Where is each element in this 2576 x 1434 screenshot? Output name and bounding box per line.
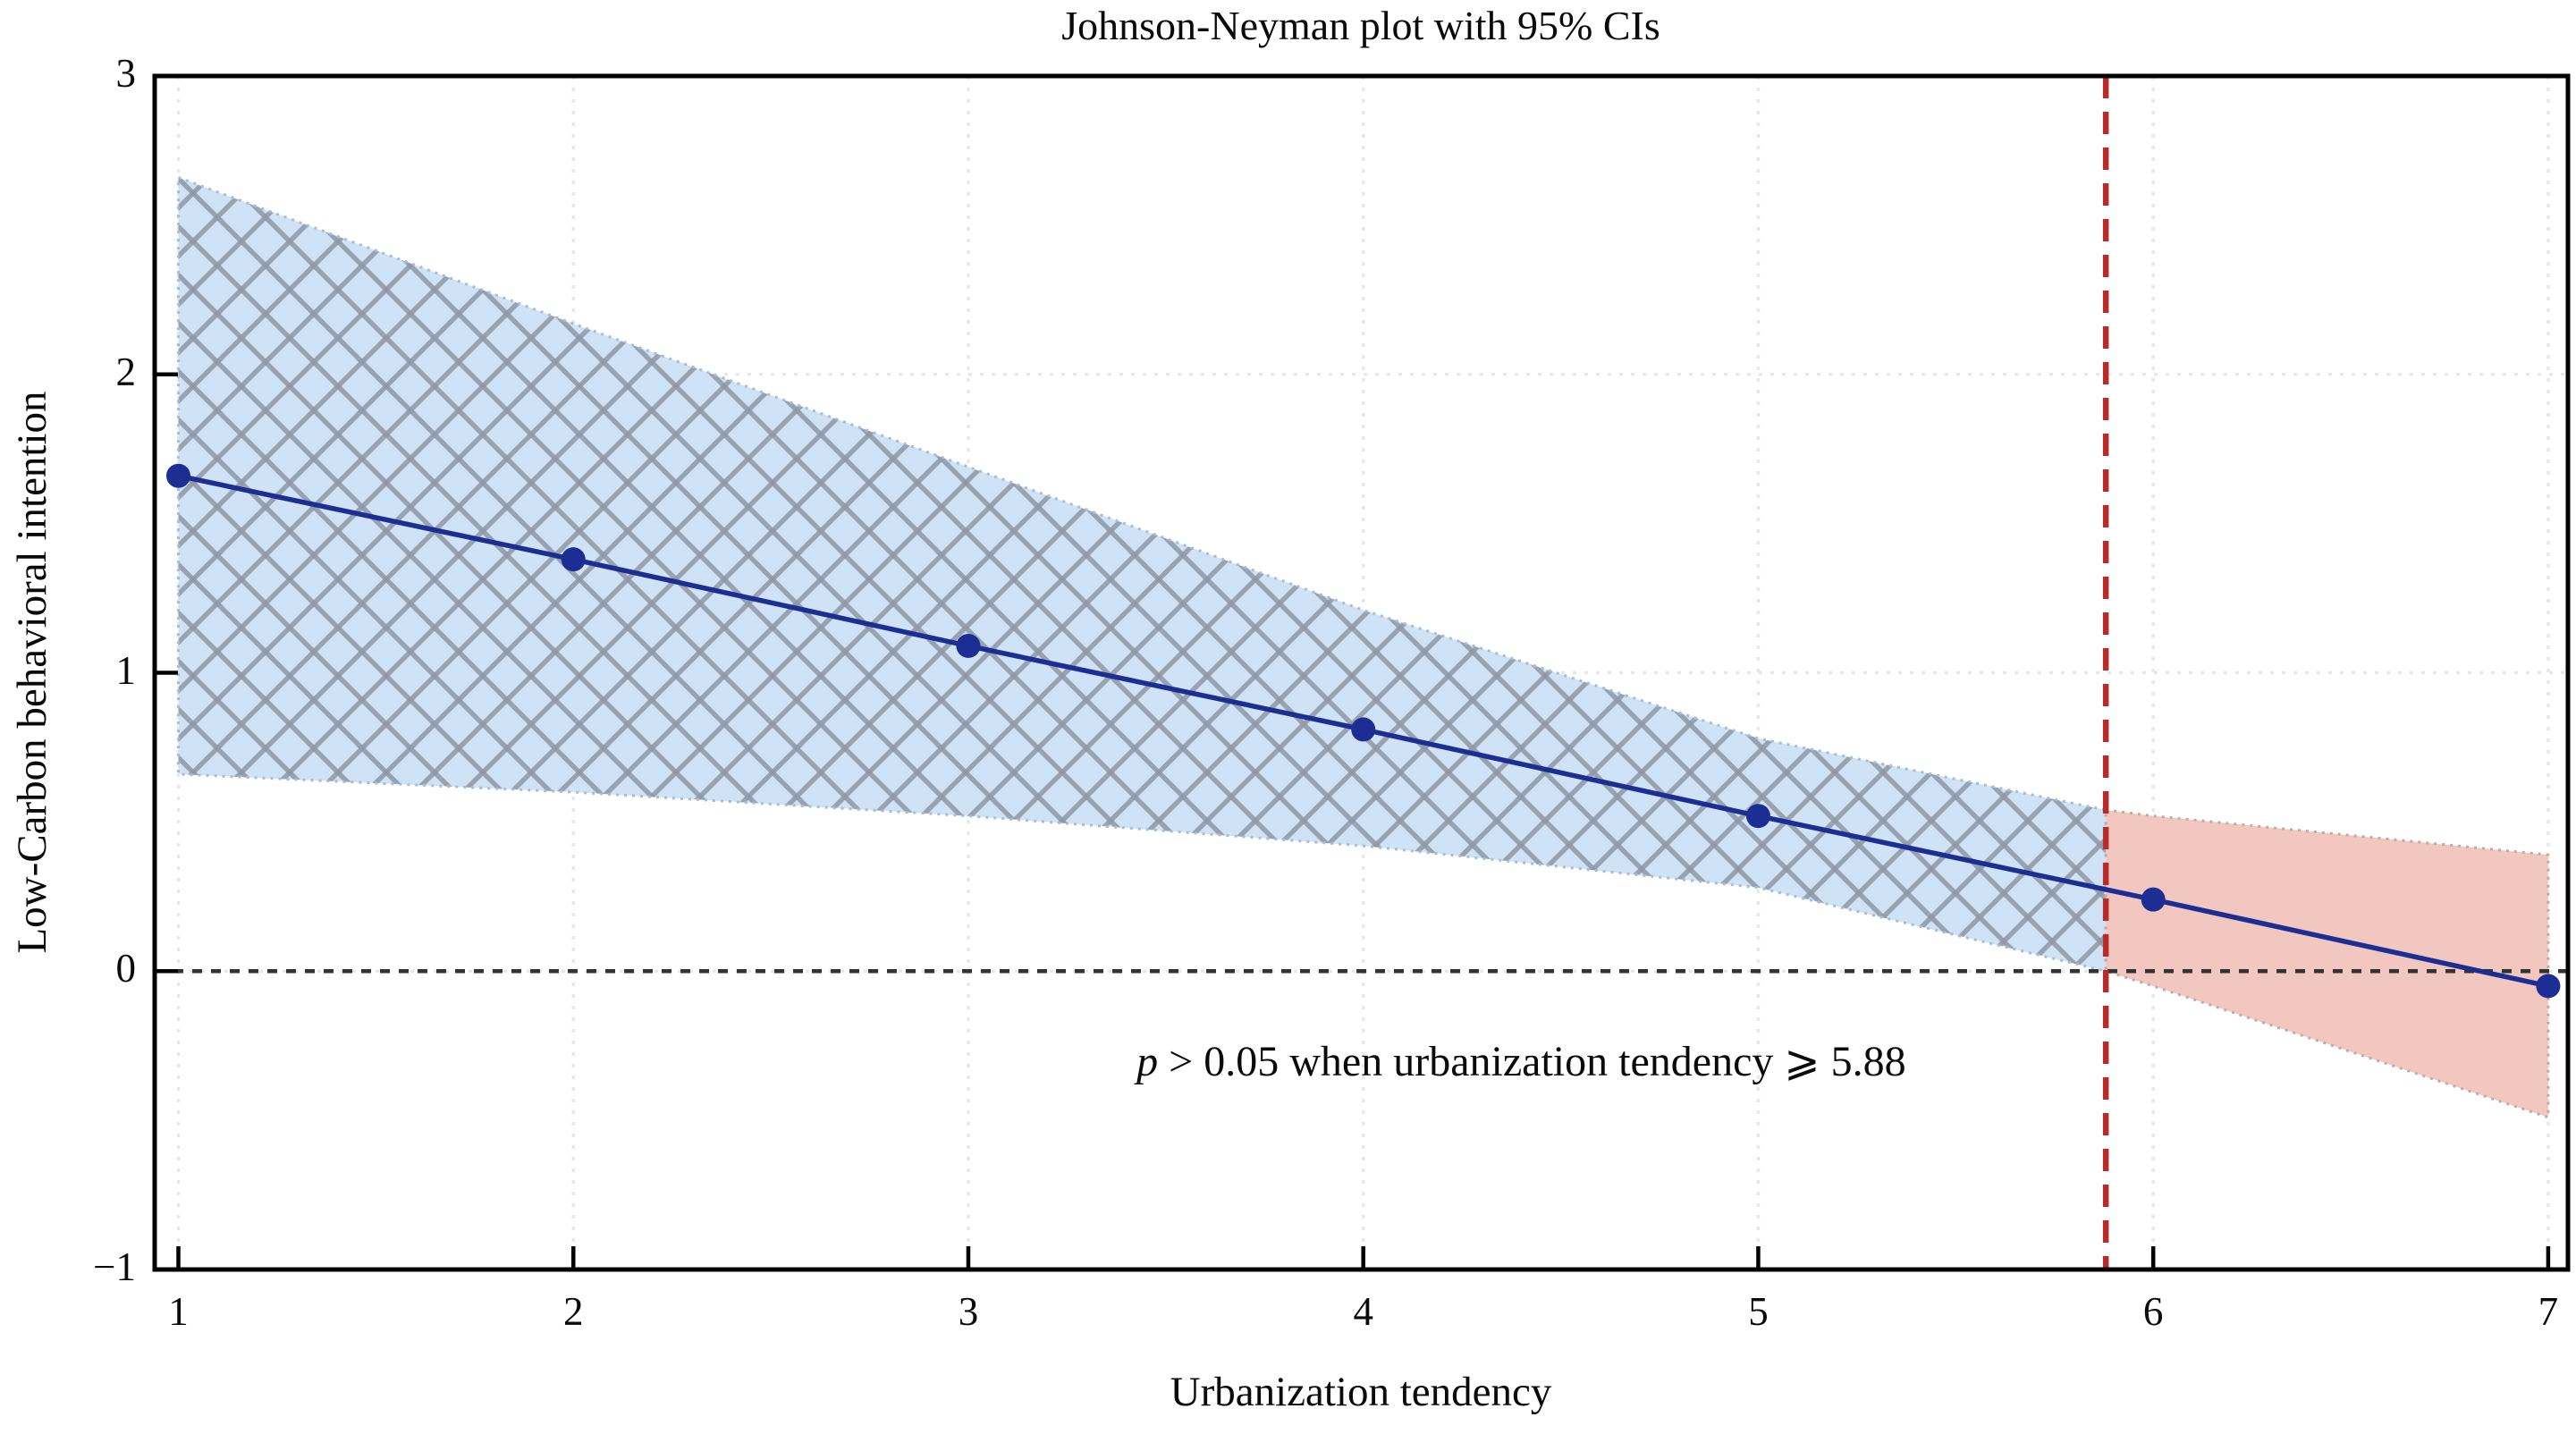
y-tick-label: 3 <box>115 51 137 96</box>
y-tick-label: 1 <box>115 647 137 693</box>
x-tick-label: 5 <box>1748 1289 1769 1334</box>
chart-title: Johnson-Neyman plot with 95% CIs <box>1061 3 1660 48</box>
x-tick-label: 2 <box>562 1289 584 1334</box>
jn-annotation: p > 0.05 when urbanization tendency ⩾ 5.… <box>1136 1036 1905 1086</box>
y-tick-label: −1 <box>93 1244 136 1289</box>
annotation-text: > 0.05 when urbanization tendency ⩾ 5.88 <box>1158 1037 1906 1085</box>
y-tick-label: 2 <box>115 349 137 394</box>
x-axis-label: Urbanization tendency <box>1170 1369 1552 1415</box>
x-tick-label: 6 <box>2142 1289 2164 1334</box>
x-tick-label: 4 <box>1353 1289 1373 1334</box>
x-tick-label: 7 <box>2538 1289 2559 1334</box>
x-tick-label: 1 <box>168 1289 189 1334</box>
annotation-p-italic: p <box>1136 1037 1159 1085</box>
y-tick-label: 0 <box>115 946 137 991</box>
x-tick-label: 3 <box>958 1289 979 1334</box>
